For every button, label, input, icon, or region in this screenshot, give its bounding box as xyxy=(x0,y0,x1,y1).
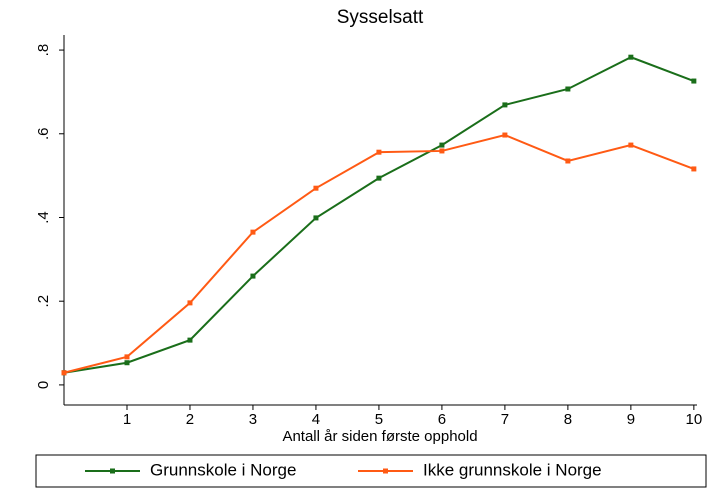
point-marker xyxy=(565,158,571,164)
chart-title: Sysselsatt xyxy=(337,7,424,28)
y-tick-label: .4 xyxy=(35,211,52,224)
point-marker xyxy=(691,78,697,84)
legend-box xyxy=(35,454,707,488)
point-marker xyxy=(250,273,256,279)
legend-marker xyxy=(110,468,115,474)
point-marker xyxy=(628,142,634,148)
legend-marker xyxy=(383,468,388,474)
y-tick-label: .6 xyxy=(35,128,52,141)
point-marker xyxy=(628,54,634,60)
point-marker xyxy=(439,142,445,148)
x-tick-label: 1 xyxy=(123,411,131,428)
y-tick-label: 0 xyxy=(35,381,52,389)
x-tick-label: 10 xyxy=(686,411,703,428)
point-marker xyxy=(439,148,445,154)
x-tick-label: 5 xyxy=(375,411,383,428)
legend-label: Ikke grunnskole i Norge xyxy=(423,460,602,479)
point-marker xyxy=(376,149,382,155)
point-marker xyxy=(502,102,508,108)
point-marker xyxy=(565,86,571,92)
point-marker xyxy=(187,300,193,306)
point-marker xyxy=(313,185,319,191)
x-tick-label: 8 xyxy=(564,411,572,428)
point-marker xyxy=(124,360,130,366)
x-tick-label: 7 xyxy=(501,411,509,428)
y-tick-label: .8 xyxy=(35,44,52,57)
point-marker xyxy=(187,337,193,343)
point-marker xyxy=(124,354,130,360)
x-tick-label: 4 xyxy=(312,411,320,428)
point-marker xyxy=(376,175,382,181)
point-marker xyxy=(502,132,508,138)
x-tick-label: 3 xyxy=(249,411,257,428)
x-axis-title: Antall år siden første opphold xyxy=(282,428,477,445)
point-marker xyxy=(61,370,67,376)
y-tick-label: .2 xyxy=(35,295,52,308)
legend-label: Grunnskole i Norge xyxy=(150,460,296,479)
point-marker xyxy=(691,166,697,172)
x-tick-label: 9 xyxy=(627,411,635,428)
x-tick-label: 6 xyxy=(438,411,446,428)
point-marker xyxy=(250,229,256,235)
x-tick-label: 2 xyxy=(186,411,194,428)
point-marker xyxy=(313,215,319,221)
